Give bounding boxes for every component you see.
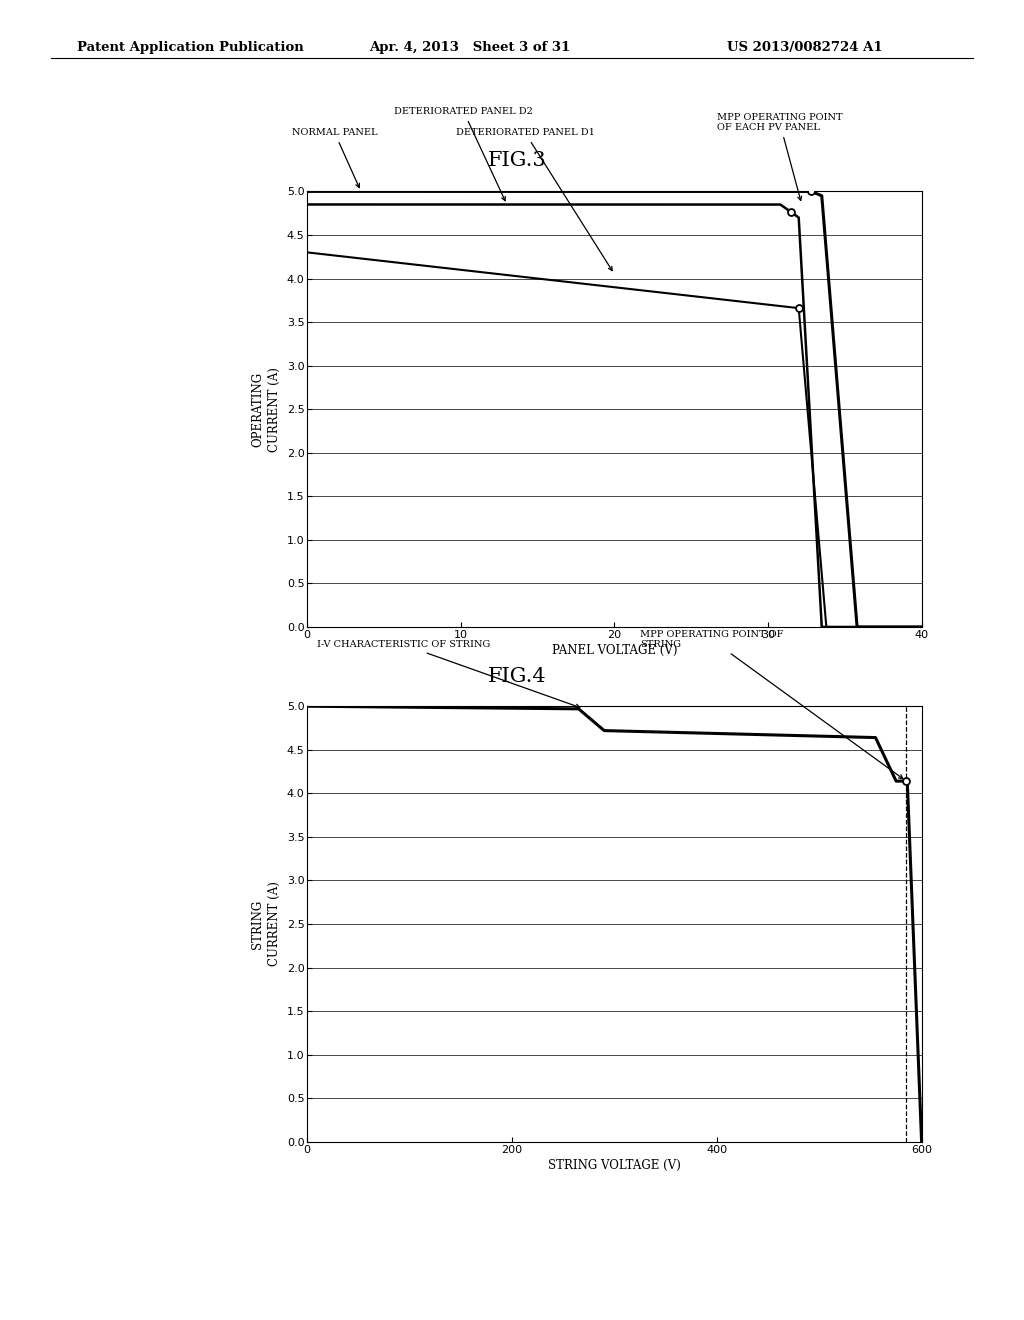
Text: FIG.4: FIG.4 (487, 668, 547, 686)
X-axis label: PANEL VOLTAGE (V): PANEL VOLTAGE (V) (552, 644, 677, 657)
Text: DETERIORATED PANEL D1: DETERIORATED PANEL D1 (456, 128, 612, 271)
Text: Apr. 4, 2013   Sheet 3 of 31: Apr. 4, 2013 Sheet 3 of 31 (369, 41, 570, 54)
Text: Patent Application Publication: Patent Application Publication (77, 41, 303, 54)
Y-axis label: STRING
CURRENT (A): STRING CURRENT (A) (251, 882, 282, 966)
X-axis label: STRING VOLTAGE (V): STRING VOLTAGE (V) (548, 1159, 681, 1172)
Text: DETERIORATED PANEL D2: DETERIORATED PANEL D2 (394, 107, 534, 201)
Text: MPP OPERATING POINT
OF EACH PV PANEL: MPP OPERATING POINT OF EACH PV PANEL (717, 112, 843, 201)
Text: FIG.3: FIG.3 (487, 152, 547, 170)
Text: MPP OPERATING POINT OF
STRING: MPP OPERATING POINT OF STRING (640, 630, 903, 779)
Text: US 2013/0082724 A1: US 2013/0082724 A1 (727, 41, 883, 54)
Y-axis label: OPERATING
CURRENT (A): OPERATING CURRENT (A) (251, 367, 282, 451)
Text: I-V CHARACTERISTIC OF STRING: I-V CHARACTERISTIC OF STRING (317, 640, 580, 708)
Text: NORMAL PANEL: NORMAL PANEL (292, 128, 378, 187)
